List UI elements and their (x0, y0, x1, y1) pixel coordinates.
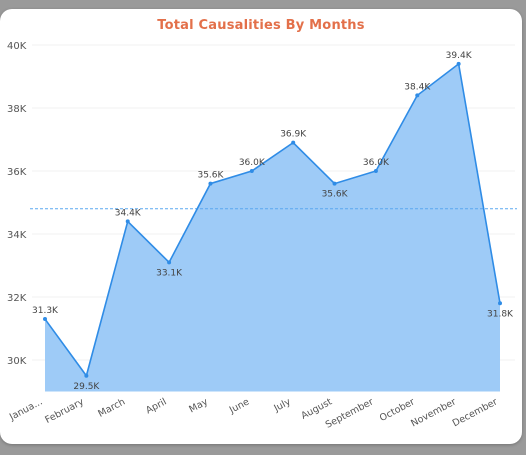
data-point[interactable] (43, 317, 47, 322)
data-point[interactable] (415, 93, 420, 98)
data-label: 29.5K (73, 382, 100, 392)
x-tick-label: December (451, 396, 500, 429)
x-tick-label: April (144, 396, 168, 416)
y-tick-label: 34K (7, 230, 27, 241)
data-point[interactable] (249, 169, 254, 173)
area-fill (45, 63, 500, 392)
x-tick-label: February (43, 396, 86, 426)
x-tick-label: May (187, 396, 210, 415)
y-tick-label: 32K (7, 293, 27, 304)
data-point[interactable] (498, 301, 502, 306)
data-point[interactable] (84, 373, 89, 378)
data-label: 31.8K (487, 309, 514, 319)
data-label: 31.3K (32, 306, 59, 316)
data-label: 36.0K (363, 158, 390, 168)
x-tick-label: June (227, 396, 251, 416)
data-point[interactable] (208, 181, 213, 186)
y-tick-label: 30K (7, 356, 27, 367)
data-label: 38.4K (404, 82, 431, 92)
y-tick-label: 38K (7, 104, 27, 115)
data-point[interactable] (291, 140, 296, 145)
x-tick-label: July (271, 396, 292, 414)
data-label: 36.0K (239, 158, 266, 168)
x-tick-label: November (409, 396, 458, 429)
y-tick-label: 36K (7, 167, 27, 178)
data-point[interactable] (373, 169, 378, 173)
data-point[interactable] (332, 181, 337, 186)
data-point[interactable] (456, 61, 461, 66)
y-tick-label: 40K (7, 41, 27, 52)
data-label: 35.6K (322, 190, 349, 200)
chart-title: Total Causalities By Months (157, 18, 365, 33)
data-point[interactable] (167, 260, 172, 265)
data-label: 35.6K (197, 171, 224, 181)
x-tick-label: March (96, 396, 127, 419)
x-tick-label: Janua... (7, 396, 44, 423)
data-label: 34.4K (115, 208, 142, 218)
data-label: 39.4K (446, 51, 473, 61)
data-point[interactable] (125, 219, 130, 224)
data-label: 33.1K (156, 268, 183, 278)
data-label: 36.9K (280, 130, 307, 140)
x-tick-label: September (324, 396, 376, 430)
series-line (44, 62, 501, 378)
